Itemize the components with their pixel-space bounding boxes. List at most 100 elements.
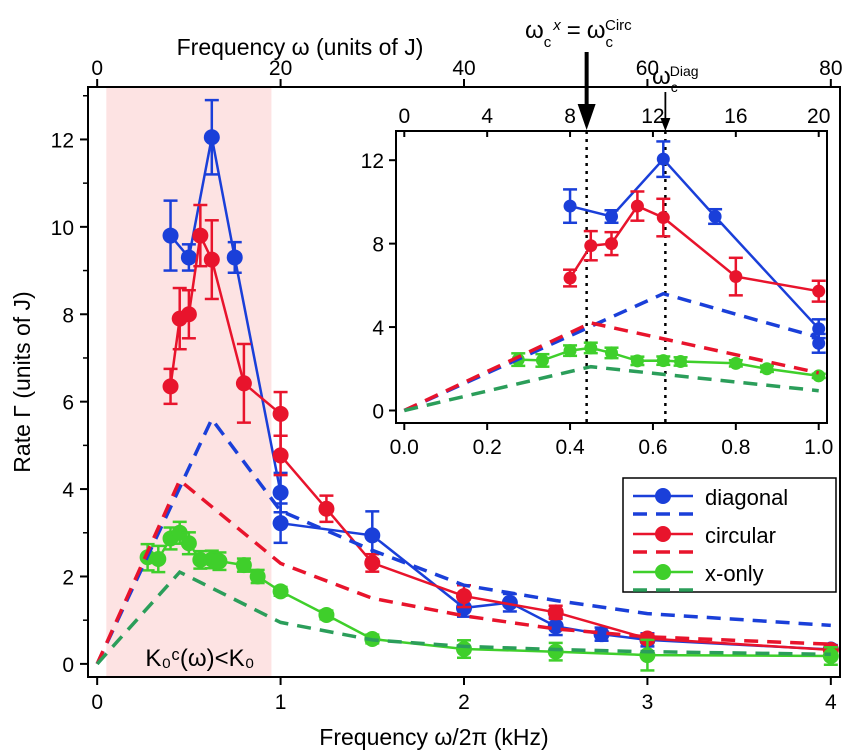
main-x-only-point: [547, 643, 564, 660]
legend-marker: [655, 526, 671, 542]
shaded-region-label: K₀ᶜ(ω)<K₀: [145, 645, 254, 672]
omega-c-diag-text-base: ω: [652, 63, 671, 90]
main-circular-point: [318, 500, 335, 517]
omega-c-circ-label: ωcx = ωcCirc: [525, 17, 632, 51]
omega-c-circ-text-sup: x: [552, 17, 561, 34]
inset-y-tick-label: 12: [361, 150, 384, 173]
main-circular-point: [162, 378, 179, 395]
inset-x-only-point: [812, 369, 826, 383]
top-tick-label: 20: [269, 57, 292, 80]
x-tick-label: 2: [458, 691, 470, 714]
top-tick-label: 0: [91, 57, 103, 80]
inset-top-tick-label: 20: [807, 105, 830, 128]
main-diagonal-point: [272, 484, 289, 501]
y-tick-label: 4: [62, 479, 74, 502]
inset-x-only-point: [656, 354, 670, 368]
omega-c-circ-text-eq: =: [567, 17, 581, 44]
main-circular-point: [180, 306, 197, 323]
inset-x-only-point: [674, 354, 688, 368]
inset-x-only-point: [605, 346, 618, 360]
main-x-only-dashed-line: [95, 569, 831, 666]
inset-circular-point: [605, 237, 618, 251]
inset-y-tick-label: 0: [372, 400, 384, 423]
top-axis-title: Frequency ω (units of J): [177, 34, 424, 60]
legend-label-circular: circular: [705, 523, 776, 548]
inset-top-tick-label: 0: [398, 105, 410, 128]
inset-x-tick-label: 0.4: [555, 436, 585, 459]
main-circular-point: [272, 447, 289, 464]
main-circular-point: [192, 227, 209, 244]
x-tick-label: 3: [642, 691, 654, 714]
x-tick-label: 0: [91, 691, 103, 714]
inset-x-only-dashed-line: [403, 364, 819, 413]
inset-diagonal-point: [656, 152, 670, 166]
omega-c-diag-text-sub: c: [671, 79, 678, 95]
inset-diagonal-point: [812, 336, 826, 350]
omega-c-diag-label: ωcDiag: [652, 63, 699, 95]
omega-c-circ-text-sub: c: [544, 34, 552, 51]
inset-x-only-point: [760, 362, 774, 376]
x-tick-label: 1: [275, 691, 287, 714]
legend-label-diagonal: diagonal: [705, 485, 788, 510]
inset-top-tick-label: 4: [481, 105, 493, 128]
main-x-only-point: [639, 647, 656, 664]
inset-x-only-point: [729, 356, 743, 370]
main-x-only-point: [249, 568, 266, 585]
main-x-only-point: [192, 551, 209, 568]
inset-circular-point: [812, 284, 826, 298]
main-x-only-point: [456, 641, 472, 658]
omega-c-diag-text-sup: Diag: [670, 63, 699, 79]
omega-c-circ-text-sup2: Circ: [605, 17, 632, 34]
main-x-only-point: [822, 648, 839, 665]
inset-circular-point: [729, 270, 743, 284]
top-tick-label: 40: [452, 57, 475, 80]
legend-marker: [655, 564, 671, 580]
y-tick-label: 6: [62, 392, 74, 415]
main-diagonal-point: [203, 129, 220, 146]
main-diagonal-point: [180, 249, 197, 266]
y-tick-label: 10: [51, 217, 74, 240]
x-axis-title: Frequency ω/2π (kHz): [319, 724, 548, 750]
main-x-only-point: [235, 557, 252, 574]
main-circular-point: [203, 251, 220, 268]
inset-circular-point: [656, 211, 670, 225]
inset-diagonal-point: [708, 210, 722, 224]
inset-x-only-point: [535, 353, 549, 367]
main-circular-point: [235, 375, 252, 392]
inset-panel: 0.0 0.2 0.4 0.6 0.8 1.0 0 4 8 12 0 4 8 12 16 20: [361, 105, 834, 459]
y-tick-label: 0: [62, 654, 74, 677]
main-diagonal-point: [593, 626, 610, 643]
main-diagonal-point: [364, 527, 381, 544]
inset-x-tick-label: 0.8: [721, 436, 750, 459]
y-tick-label: 8: [62, 304, 74, 327]
main-x-only-point: [211, 553, 228, 570]
main-diagonal-point: [226, 249, 243, 266]
main-diagonal-point: [547, 618, 564, 635]
inset-x-only-point: [563, 344, 577, 358]
legend-label-x-only: x-only: [705, 561, 764, 586]
main-x-only-point: [150, 551, 167, 567]
inset-y-tick-label: 4: [372, 317, 384, 340]
inset-x-only-point: [584, 341, 598, 355]
main-circular-point: [364, 554, 381, 571]
omega-c-circ-arrow-head: [577, 104, 596, 130]
inset-x-tick-label: 0.2: [473, 436, 502, 459]
main-x-only-point: [318, 606, 335, 623]
top-tick-label: 60: [636, 57, 659, 80]
main-circular-point: [639, 630, 656, 647]
legend-marker: [655, 488, 671, 504]
inset-circular-point: [563, 271, 577, 285]
main-x-only-point: [171, 524, 188, 541]
inset-circular-point: [630, 199, 644, 213]
inset-plot-frame: [395, 130, 828, 424]
top-tick-label: 80: [819, 57, 842, 80]
inset-x-tick-label: 0.0: [390, 436, 419, 459]
y-tick-label: 12: [51, 129, 74, 152]
inset-top-tick-label: 12: [641, 105, 664, 128]
main-diagonal-dashed-line: [95, 415, 831, 665]
x-tick-label: 4: [825, 691, 837, 714]
inset-x-tick-label: 1.0: [804, 436, 833, 459]
inset-circular-point: [584, 239, 598, 253]
inset-top-tick-label: 16: [724, 105, 747, 128]
